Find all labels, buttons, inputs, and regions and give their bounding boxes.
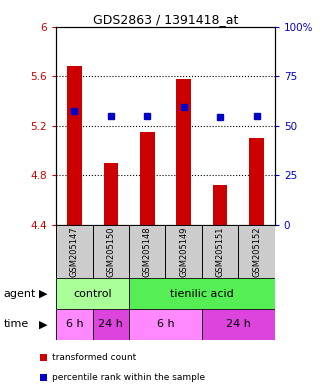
Bar — [93, 309, 129, 340]
Text: 24 h: 24 h — [226, 319, 251, 329]
Text: tienilic acid: tienilic acid — [170, 289, 234, 299]
Bar — [213, 185, 227, 225]
Text: control: control — [73, 289, 112, 299]
Title: GDS2863 / 1391418_at: GDS2863 / 1391418_at — [93, 13, 238, 26]
Bar — [249, 138, 264, 225]
Bar — [56, 278, 129, 309]
Bar — [67, 66, 82, 225]
Text: GSM205151: GSM205151 — [215, 226, 225, 277]
Text: ▶: ▶ — [39, 319, 47, 329]
Bar — [140, 132, 155, 225]
Bar — [56, 309, 93, 340]
Text: time: time — [3, 319, 28, 329]
Text: 6 h: 6 h — [66, 319, 83, 329]
Bar — [129, 309, 202, 340]
Bar — [176, 79, 191, 225]
Bar — [104, 163, 118, 225]
Text: GSM205150: GSM205150 — [106, 226, 116, 277]
Text: transformed count: transformed count — [52, 353, 136, 362]
Text: GSM205147: GSM205147 — [70, 226, 79, 277]
Bar — [129, 278, 275, 309]
Text: GSM205149: GSM205149 — [179, 226, 188, 277]
Text: 6 h: 6 h — [157, 319, 174, 329]
Text: 24 h: 24 h — [98, 319, 123, 329]
Text: percentile rank within the sample: percentile rank within the sample — [52, 373, 205, 382]
Text: agent: agent — [3, 289, 36, 299]
Text: GSM205148: GSM205148 — [143, 226, 152, 277]
Bar — [202, 309, 275, 340]
Text: GSM205152: GSM205152 — [252, 226, 261, 277]
Text: ▶: ▶ — [39, 289, 47, 299]
